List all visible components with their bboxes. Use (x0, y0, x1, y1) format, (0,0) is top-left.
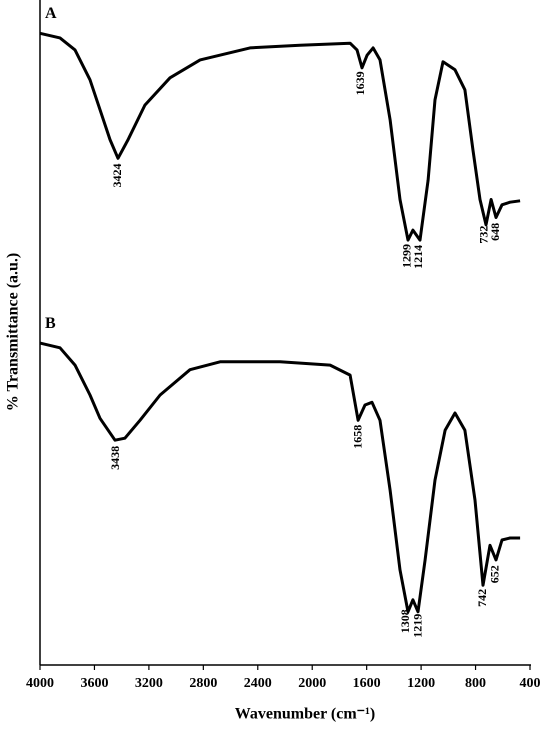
x-tick-label: 3200 (135, 676, 163, 691)
x-tick-label: 800 (465, 676, 486, 691)
x-tick-label: 2400 (244, 676, 272, 691)
x-tick-label: 4000 (26, 676, 54, 691)
x-tick-label: 1200 (407, 676, 435, 691)
x-tick-label: 2000 (298, 676, 326, 691)
peak-label: 3424 (110, 164, 124, 188)
spectrum-line (39, 31, 521, 242)
x-tick-label: 400 (520, 676, 541, 691)
x-tick-label: 3600 (80, 676, 108, 691)
peak-label: 648 (488, 223, 502, 241)
peak-label: 1658 (351, 425, 365, 449)
peak-label: 652 (487, 565, 501, 583)
x-tick-label: 2800 (189, 676, 217, 691)
peak-label: 1299 (399, 244, 413, 268)
peak-label: 1214 (411, 245, 425, 269)
x-axis-label: Wavenumber (cm⁻¹) (235, 706, 375, 723)
peak-label: 732 (477, 226, 491, 244)
series-label: A (45, 5, 57, 22)
peak-label: 1639 (353, 71, 367, 95)
series-label: B (45, 315, 56, 332)
spectrum-line (39, 341, 521, 614)
peak-label: 1219 (410, 614, 424, 638)
peak-label: 3438 (108, 446, 122, 470)
y-axis-label: % Transmittance (a.u.) (5, 253, 22, 412)
peak-label: 1308 (398, 609, 412, 633)
x-tick-label: 1600 (353, 676, 381, 691)
peak-label: 742 (475, 589, 489, 607)
